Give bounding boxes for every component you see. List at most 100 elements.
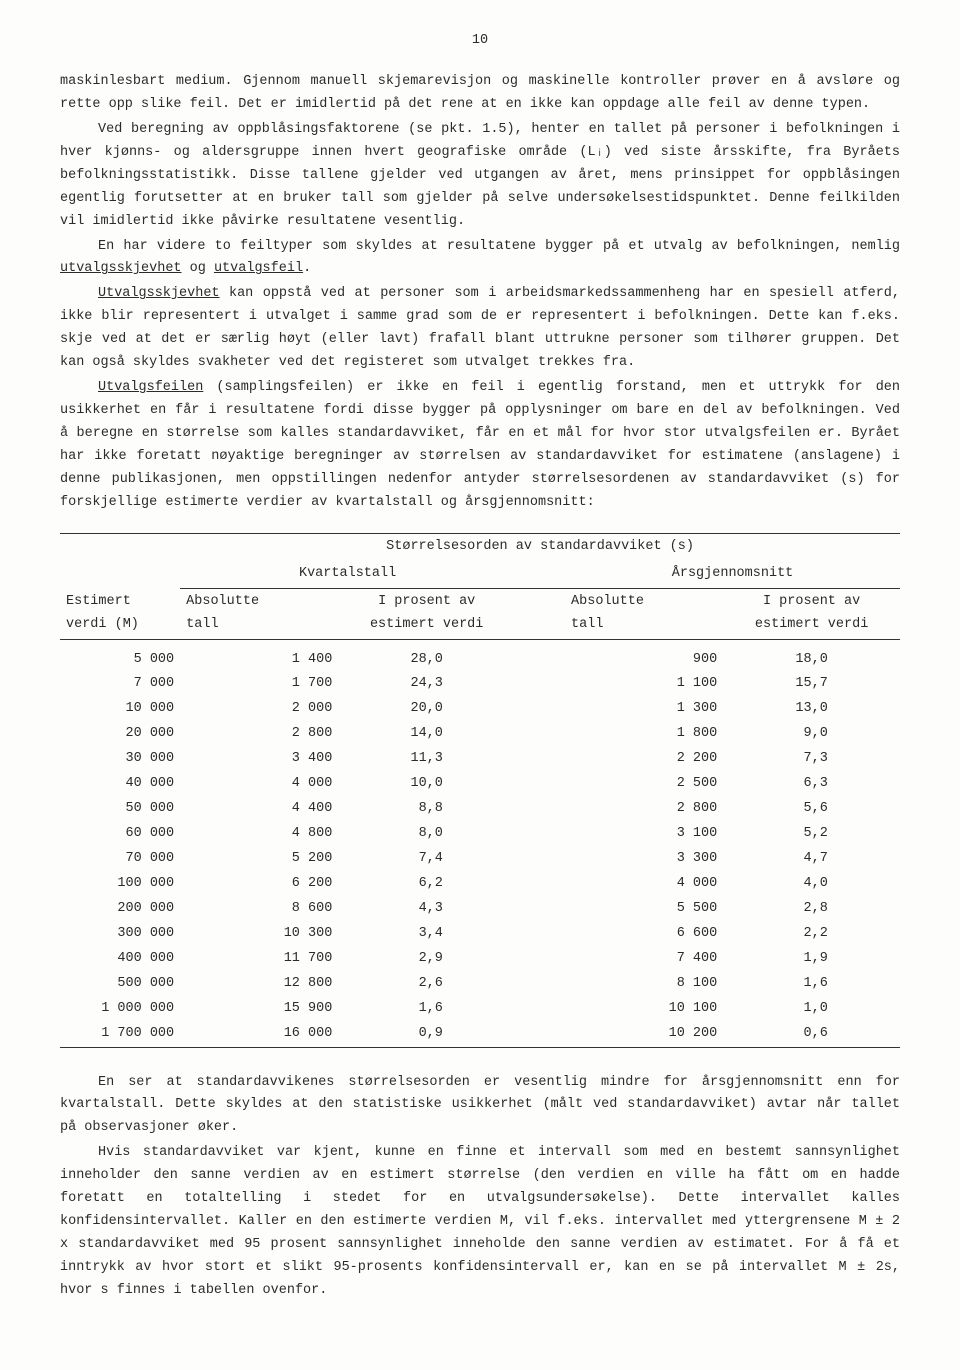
- cell-m: 20 000: [60, 722, 180, 747]
- cell-a1: 1 400: [180, 648, 338, 673]
- table-row: 100 000 6 200 6,2 4 000 4,0: [60, 872, 900, 897]
- cell-a1: 8 600: [180, 897, 338, 922]
- cell-p1: 2,9: [338, 947, 515, 972]
- table-row: 300 00010 300 3,4 6 600 2,2: [60, 922, 900, 947]
- cell-p1: 1,6: [338, 997, 515, 1022]
- th-pct-2-l2: estimert verdi: [755, 617, 868, 632]
- p3-text-c: .: [303, 261, 311, 276]
- cell-m: 5 000: [60, 648, 180, 673]
- paragraph-2: Ved beregning av oppblåsingsfaktorene (s…: [60, 119, 900, 234]
- th-abs-1-l2: tall: [186, 617, 218, 632]
- table-row: 70 000 5 200 7,4 3 300 4,7: [60, 847, 900, 872]
- cell-m: 30 000: [60, 747, 180, 772]
- cell-m: 100 000: [60, 872, 180, 897]
- paragraph-7: Hvis standardavviket var kjent, kunne en…: [60, 1142, 900, 1303]
- cell-a2: 900: [565, 648, 723, 673]
- cell-p1: 3,4: [338, 922, 515, 947]
- cell-p2: 7,3: [723, 747, 900, 772]
- cell-p2: 2,2: [723, 922, 900, 947]
- cell-p1: 10,0: [338, 772, 515, 797]
- paragraph-1: maskinlesbart medium. Gjennom manuell sk…: [60, 71, 900, 117]
- cell-gap: [515, 697, 565, 722]
- cell-p2: 4,0: [723, 872, 900, 897]
- table-body: 5 000 1 40028,0 90018,0 7 000 1 70024,3 …: [60, 639, 900, 1047]
- p3-text-a: En har videre to feiltyper som skyldes a…: [98, 239, 900, 254]
- cell-m: 500 000: [60, 972, 180, 997]
- table-row: 7 000 1 70024,3 1 10015,7: [60, 672, 900, 697]
- table-row: 200 000 8 600 4,3 5 500 2,8: [60, 897, 900, 922]
- p3-text-b: og: [182, 261, 214, 276]
- cell-gap: [515, 897, 565, 922]
- cell-m: 1 700 000: [60, 1022, 180, 1047]
- cell-p2: 5,6: [723, 797, 900, 822]
- th-pct-1-l1: I prosent av: [378, 594, 475, 609]
- cell-a2: 2 500: [565, 772, 723, 797]
- cell-gap: [515, 722, 565, 747]
- cell-a1: 4 400: [180, 797, 338, 822]
- cell-a1: 1 700: [180, 672, 338, 697]
- page-number: 10: [60, 30, 900, 53]
- cell-p1: 24,3: [338, 672, 515, 697]
- cell-a1: 4 000: [180, 772, 338, 797]
- cell-a2: 8 100: [565, 972, 723, 997]
- table-row: 60 000 4 800 8,0 3 100 5,2: [60, 822, 900, 847]
- cell-p1: 7,4: [338, 847, 515, 872]
- cell-p1: 20,0: [338, 697, 515, 722]
- paragraph-4: Utvalgsskjevhet kan oppstå ved at person…: [60, 283, 900, 375]
- cell-p1: 8,0: [338, 822, 515, 847]
- cell-p2: 6,3: [723, 772, 900, 797]
- th-group-ars: Årsgjennomsnitt: [565, 561, 900, 588]
- cell-gap: [515, 922, 565, 947]
- cell-a1: 12 800: [180, 972, 338, 997]
- table-row: 10 000 2 00020,0 1 30013,0: [60, 697, 900, 722]
- cell-p1: 2,6: [338, 972, 515, 997]
- table-row: 5 000 1 40028,0 90018,0: [60, 648, 900, 673]
- cell-gap: [515, 947, 565, 972]
- cell-m: 10 000: [60, 697, 180, 722]
- th-abs-2-l2: tall: [571, 617, 603, 632]
- cell-a2: 4 000: [565, 872, 723, 897]
- cell-a1: 4 800: [180, 822, 338, 847]
- cell-p2: 5,2: [723, 822, 900, 847]
- cell-a2: 1 100: [565, 672, 723, 697]
- cell-gap: [515, 822, 565, 847]
- cell-m: 50 000: [60, 797, 180, 822]
- cell-p2: 1,9: [723, 947, 900, 972]
- cell-p2: 1,0: [723, 997, 900, 1022]
- cell-a1: 15 900: [180, 997, 338, 1022]
- cell-a1: 10 300: [180, 922, 338, 947]
- th-abs-2-l1: Absolutte: [571, 594, 644, 609]
- cell-gap: [515, 972, 565, 997]
- cell-m: 60 000: [60, 822, 180, 847]
- cell-m: 40 000: [60, 772, 180, 797]
- table-row: 500 00012 800 2,6 8 100 1,6: [60, 972, 900, 997]
- table-row: 30 000 3 40011,3 2 200 7,3: [60, 747, 900, 772]
- th-estimate-l2: verdi (M): [66, 617, 139, 632]
- cell-gap: [515, 648, 565, 673]
- cell-gap: [515, 1022, 565, 1047]
- std-deviation-table: Estimert verdi (M) Størrelsesorden av st…: [60, 533, 900, 1050]
- th-estimate: Estimert verdi (M): [60, 533, 180, 639]
- p5-text: (samplingsfeilen) er ikke en feil i egen…: [60, 380, 900, 510]
- cell-p1: 11,3: [338, 747, 515, 772]
- th-pct-1: I prosent av estimert verdi: [338, 588, 515, 639]
- cell-gap: [515, 797, 565, 822]
- cell-a1: 6 200: [180, 872, 338, 897]
- paragraph-3: En har videre to feiltyper som skyldes a…: [60, 236, 900, 282]
- cell-m: 1 000 000: [60, 997, 180, 1022]
- th-pct-2-l1: I prosent av: [763, 594, 860, 609]
- th-estimate-l1: Estimert: [66, 594, 131, 609]
- th-gap: [515, 561, 565, 588]
- cell-a2: 1 800: [565, 722, 723, 747]
- th-abs-1-l1: Absolutte: [186, 594, 259, 609]
- th-gap-2: [515, 588, 565, 639]
- cell-gap: [515, 872, 565, 897]
- table-row: 20 000 2 80014,0 1 800 9,0: [60, 722, 900, 747]
- th-abs-1: Absolutte tall: [180, 588, 338, 639]
- cell-p2: 1,6: [723, 972, 900, 997]
- cell-a2: 2 200: [565, 747, 723, 772]
- th-pct-2: I prosent av estimert verdi: [723, 588, 900, 639]
- paragraph-5: Utvalgsfeilen (samplingsfeilen) er ikke …: [60, 377, 900, 515]
- table-row: 1 700 00016 000 0,910 200 0,6: [60, 1022, 900, 1047]
- cell-m: 300 000: [60, 922, 180, 947]
